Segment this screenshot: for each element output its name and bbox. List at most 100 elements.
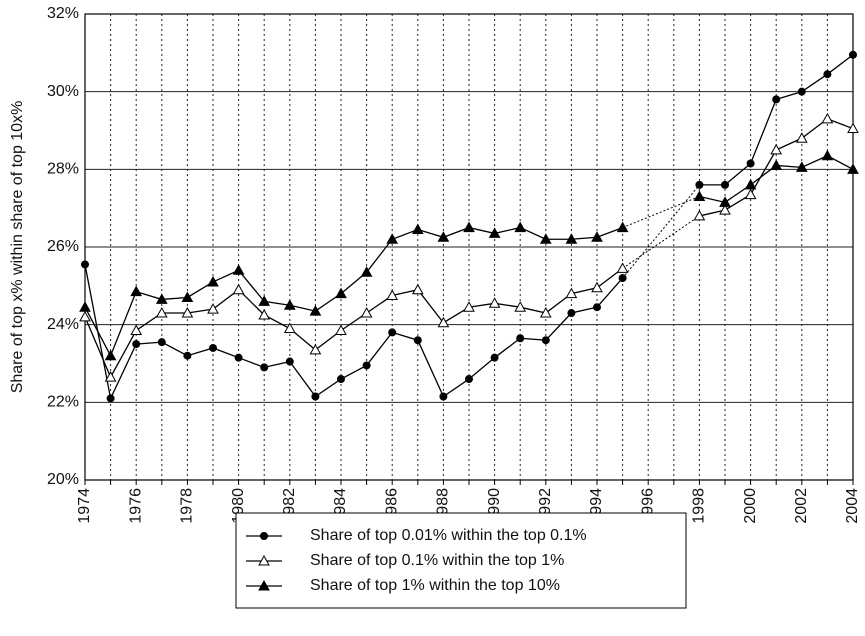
point (104, 349, 117, 361)
y-tick-label: 22% (47, 394, 79, 411)
series-line (84, 118, 854, 379)
point (81, 260, 89, 269)
x-tick-label: 1998 (691, 488, 708, 524)
point (181, 306, 194, 318)
point (516, 334, 525, 343)
point (823, 70, 832, 79)
y-tick-label: 20% (47, 471, 79, 488)
point (79, 310, 91, 322)
point (463, 301, 475, 312)
point (746, 159, 755, 168)
legend-marker (258, 579, 270, 591)
point (616, 221, 629, 233)
point (695, 180, 704, 189)
point (207, 303, 219, 314)
point (591, 281, 603, 293)
point (157, 338, 166, 347)
point (362, 361, 371, 370)
point (207, 275, 219, 287)
point (514, 221, 527, 233)
gap-bridge (622, 196, 700, 229)
point (437, 231, 450, 242)
point (821, 149, 834, 161)
point (567, 309, 576, 318)
x-tick-label: 1976 (127, 488, 144, 524)
point (437, 316, 450, 328)
legend: Share of top 0.01% within the top 0.1% Sh… (235, 512, 687, 609)
point (360, 306, 373, 318)
point (770, 159, 783, 170)
point (155, 293, 168, 304)
point (234, 353, 243, 362)
point (591, 231, 603, 242)
point (413, 336, 422, 345)
point (795, 132, 808, 143)
point (386, 289, 399, 301)
point (285, 357, 294, 366)
y-axis-label: Share of top x% within share of top 10x% (9, 101, 26, 394)
point (795, 161, 808, 172)
point (772, 95, 781, 104)
point (181, 291, 194, 302)
point (514, 301, 527, 312)
x-tick-label: 2000 (742, 488, 759, 524)
point (797, 87, 806, 96)
point (232, 264, 245, 275)
point (260, 363, 269, 372)
point (541, 336, 550, 345)
point (539, 233, 552, 244)
point (849, 50, 857, 59)
y-tick-label: 32% (47, 5, 79, 22)
point (130, 285, 143, 297)
point (488, 297, 501, 308)
point (335, 324, 347, 335)
point (209, 343, 217, 352)
point (183, 351, 192, 360)
x-tick-label: 2002 (793, 488, 810, 524)
legend-marker (260, 532, 268, 540)
point (232, 283, 245, 295)
plot-frame (84, 13, 854, 481)
point (311, 392, 320, 401)
point (130, 324, 143, 335)
gap-bridge (622, 184, 700, 279)
point (821, 112, 834, 124)
point (258, 295, 271, 306)
point (386, 233, 399, 244)
point (744, 188, 757, 200)
point (283, 322, 296, 334)
point (565, 233, 578, 244)
point (337, 375, 345, 384)
point (309, 343, 322, 355)
point (593, 303, 601, 312)
point (719, 196, 731, 207)
point (539, 306, 552, 318)
point (463, 221, 475, 233)
y-tick-label: 30% (47, 83, 79, 100)
point (411, 223, 424, 235)
point (360, 266, 373, 277)
legend-label: Share of top 0.1% within the top 1% (310, 552, 564, 569)
point (565, 287, 578, 299)
point (79, 301, 91, 312)
y-tick-label: 26% (47, 238, 79, 255)
point (132, 340, 141, 349)
point (439, 392, 448, 401)
x-tick-label: 1978 (179, 488, 196, 524)
point (488, 227, 501, 238)
point (155, 306, 168, 318)
point (106, 394, 115, 403)
x-tick-label: 1974 (76, 488, 93, 524)
legend-box (235, 512, 687, 609)
point (104, 371, 117, 382)
y-tick-label: 28% (47, 161, 79, 178)
x-tick-label: 2004 (844, 488, 861, 524)
point (618, 274, 627, 283)
point (693, 190, 706, 202)
point (388, 328, 397, 337)
point (693, 209, 706, 221)
point (616, 262, 629, 273)
point (744, 178, 757, 190)
point (721, 180, 729, 189)
